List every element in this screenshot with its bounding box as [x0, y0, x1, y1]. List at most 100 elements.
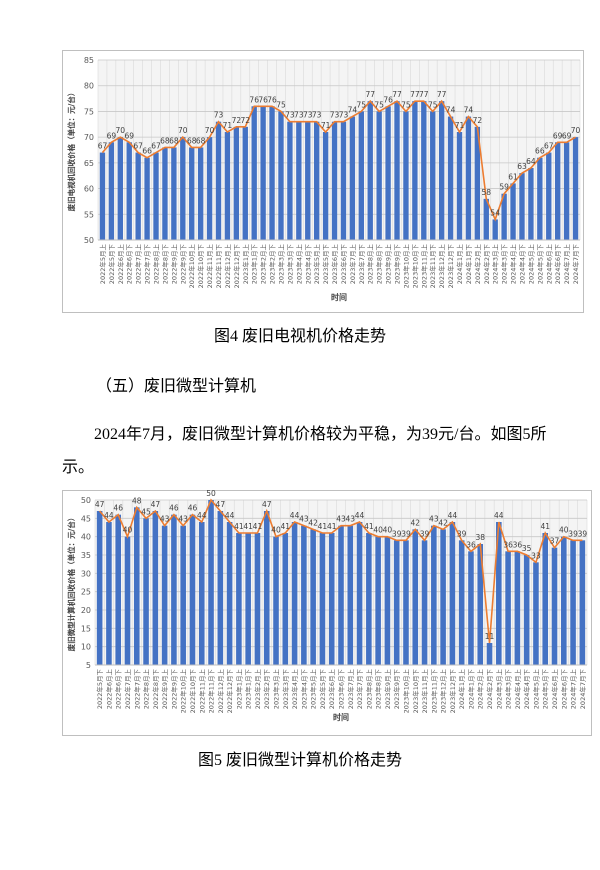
x-tick-label: 2022年6月下	[114, 669, 123, 710]
data-label: 61	[508, 172, 518, 181]
bar	[514, 551, 521, 665]
x-tick-label: 2022年10月上	[179, 669, 188, 714]
x-tick-label: 2024年3月上	[491, 244, 500, 285]
data-label: 68	[187, 136, 197, 145]
data-label: 40	[383, 526, 393, 535]
data-label: 77	[392, 90, 402, 99]
bar	[269, 106, 275, 241]
y-tick-label: 20	[81, 606, 91, 615]
bar	[393, 540, 400, 665]
bar	[519, 173, 525, 240]
bar	[438, 101, 445, 240]
bar	[117, 137, 123, 240]
bar	[537, 157, 543, 240]
data-label: 74	[348, 106, 358, 115]
bar	[561, 536, 567, 665]
x-tick-label: 2023年1月上	[234, 669, 243, 710]
x-tick-label: 2022年7月上	[134, 244, 143, 285]
bar	[319, 533, 326, 665]
data-label: 11	[485, 632, 495, 641]
x-tick-label: 2024年3月下	[504, 669, 513, 710]
x-tick-label: 2024年7月上	[569, 669, 578, 710]
data-label: 41	[364, 522, 374, 531]
x-tick-label: 2022年7月下	[143, 244, 152, 285]
data-label: 47	[262, 500, 272, 509]
bar	[394, 101, 400, 240]
x-tick-label: 2022年10月下	[188, 669, 197, 714]
bar	[180, 137, 186, 240]
x-tick-label: 2024年7月下	[571, 244, 580, 285]
bar	[555, 142, 561, 240]
data-label: 68	[196, 136, 206, 145]
x-tick-label: 2023年8月上	[364, 669, 373, 710]
x-tick-label: 2022年8月上	[142, 669, 151, 710]
x-tick-label: 2022年6月下	[125, 244, 134, 285]
data-label: 77	[410, 90, 420, 99]
data-label: 42	[438, 518, 448, 527]
data-label: 44	[104, 511, 114, 520]
data-label: 66	[142, 147, 152, 156]
x-tick-label: 2023年12月下	[448, 669, 457, 714]
x-tick-label: 2024年7月下	[578, 669, 587, 710]
x-tick-label: 2023年5月下	[321, 244, 330, 285]
data-label: 75	[374, 100, 384, 109]
x-tick-label: 2023年10月上	[401, 244, 410, 289]
bar	[296, 121, 302, 240]
bar	[99, 152, 106, 240]
x-tick-label: 2023年4月上	[294, 244, 303, 285]
data-label: 66	[535, 147, 545, 156]
data-label: 41	[540, 522, 550, 531]
y-tick-label: 55	[84, 210, 94, 219]
data-label: 40	[271, 526, 281, 535]
y-tick-label: 80	[84, 82, 94, 91]
x-tick-label: 2022年6月上	[116, 244, 125, 285]
x-tick-label: 2023年10月下	[410, 244, 419, 289]
bar	[349, 116, 356, 240]
x-tick-label: 2022年12月上	[223, 244, 232, 289]
x-tick-label: 2022年9月下	[169, 669, 178, 710]
x-tick-label: 2023年7月下	[357, 244, 366, 285]
y-tick-label: 45	[81, 514, 91, 523]
data-label: 72	[232, 116, 242, 125]
bar	[245, 533, 251, 665]
x-tick-label: 2024年5月上	[526, 244, 535, 285]
y-tick-label: 70	[84, 133, 94, 142]
bar	[143, 518, 149, 665]
data-label: 70	[116, 126, 126, 135]
x-tick-label: 2022年8月下	[160, 244, 169, 285]
data-label: 76	[383, 95, 393, 104]
data-label: 50	[206, 490, 216, 498]
data-label: 71	[223, 121, 233, 130]
bar	[528, 168, 534, 240]
bar	[421, 101, 427, 240]
data-label: 77	[419, 90, 429, 99]
bar	[106, 522, 112, 665]
x-tick-label: 2023年8月下	[375, 244, 384, 285]
x-tick-label: 2022年10月上	[187, 244, 196, 289]
bar	[263, 511, 270, 665]
x-tick-label: 2024年6月上	[544, 244, 553, 285]
data-label: 41	[327, 522, 337, 531]
data-label: 67	[151, 142, 161, 151]
data-label: 43	[346, 515, 356, 524]
bar	[254, 533, 261, 665]
data-label: 44	[448, 511, 458, 520]
data-label: 47	[95, 500, 105, 509]
x-tick-label: 2023年4月下	[299, 669, 308, 710]
data-label: 73	[214, 111, 224, 120]
x-tick-label: 2022年5月下	[95, 669, 104, 710]
x-tick-label: 2023年5月上	[312, 244, 321, 285]
y-axis-label: 废旧微型计算机回收价格（单位：元/台）	[66, 514, 76, 652]
x-tick-label: 2024年1月上	[455, 244, 464, 285]
bar	[206, 137, 213, 240]
x-tick-label: 2022年12月下	[225, 669, 234, 714]
x-tick-label: 2022年7月上	[123, 669, 132, 710]
x-tick-label: 2024年4月下	[522, 669, 531, 710]
x-tick-label: 2023年6月上	[327, 669, 336, 710]
y-tick-label: 40	[81, 533, 91, 542]
data-label: 76	[249, 95, 259, 104]
x-tick-label: 2023年3月上	[272, 669, 281, 710]
x-tick-label: 2023年3月下	[285, 244, 294, 285]
data-label: 54	[490, 208, 500, 217]
x-tick-label: 2022年6月上	[104, 669, 113, 710]
